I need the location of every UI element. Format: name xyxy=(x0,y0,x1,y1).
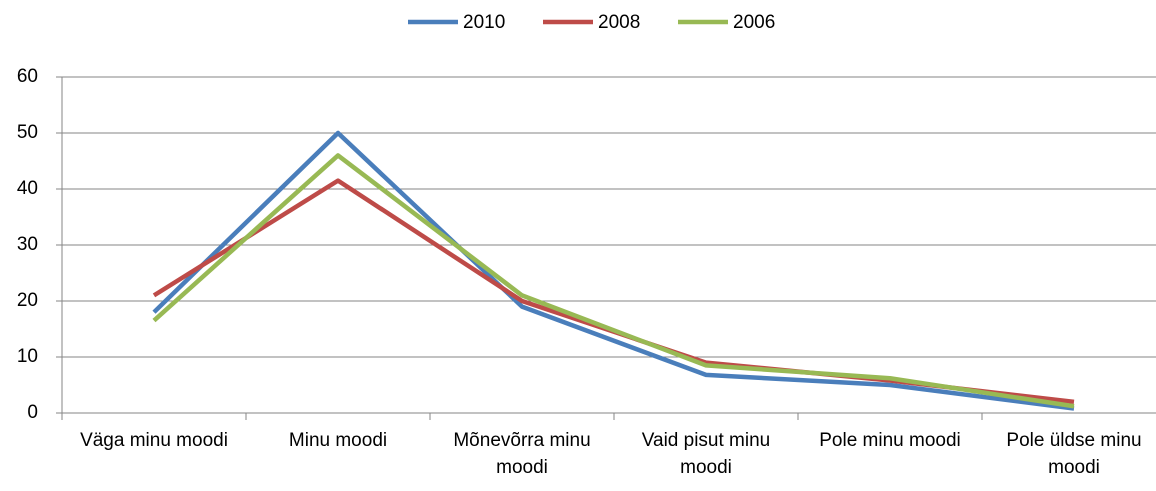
y-tick-label: 20 xyxy=(17,290,38,311)
y-tick-label: 40 xyxy=(17,178,38,199)
series-line xyxy=(152,130,1075,411)
x-tick-label-box: Vaid pisut minu moodi xyxy=(641,430,771,478)
x-tick-label: Pole üldse minu moodi xyxy=(1006,430,1142,478)
x-tick-label-box: Minu moodi xyxy=(288,430,388,451)
legend-label: 2008 xyxy=(598,12,640,33)
y-tick-label: 0 xyxy=(27,402,38,423)
series-line xyxy=(152,153,1075,409)
x-tick-label-box: Pole minu moodi xyxy=(819,430,961,451)
x-tick-label-box: Pole üldse minu moodi xyxy=(1006,430,1142,478)
x-tick-label: Pole minu moodi xyxy=(819,430,961,451)
x-tick-label: Vaid pisut minu moodi xyxy=(641,430,771,478)
x-tick-label: Mõnevõrra minu moodi xyxy=(453,430,591,478)
legend-label: 2006 xyxy=(733,12,775,33)
y-tick-label: 50 xyxy=(17,122,38,143)
y-tick-label: 30 xyxy=(17,234,38,255)
x-tick-label-box: Mõnevõrra minu moodi xyxy=(453,430,591,478)
y-tick-label: 10 xyxy=(17,346,38,367)
series-line xyxy=(152,178,1075,405)
legend-label: 2010 xyxy=(463,12,505,33)
x-tick-label-box: Väga minu moodi xyxy=(80,430,228,451)
y-tick-label: 60 xyxy=(17,66,38,87)
x-tick-label: Väga minu moodi xyxy=(80,430,228,451)
x-tick-label: Minu moodi xyxy=(288,430,388,451)
